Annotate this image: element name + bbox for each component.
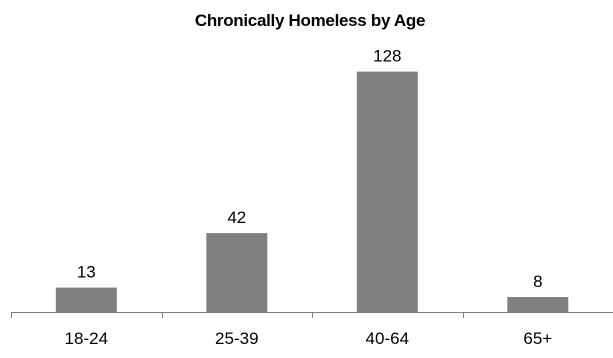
data-label-25-39: 42	[227, 208, 246, 227]
data-label-65+: 8	[533, 272, 542, 291]
x-tick-label-18-24: 18-24	[65, 329, 108, 348]
x-tick-label-25-39: 25-39	[215, 329, 258, 348]
bar-25-39	[206, 233, 268, 312]
bar-18-24	[55, 287, 117, 312]
data-label-40-64: 128	[373, 47, 401, 66]
x-tick-label-40-64: 40-64	[366, 329, 409, 348]
bars-layer	[55, 71, 569, 312]
x-axis	[11, 312, 613, 318]
x-tick-labels: 18-24 25-39 40-64 65+	[65, 329, 553, 348]
chart-title: Chronically Homeless by Age	[195, 11, 425, 30]
bar-40-64	[356, 71, 418, 312]
data-labels-layer: 13 42 128 8	[77, 47, 543, 291]
x-tick-label-65+: 65+	[523, 329, 552, 348]
bar-65+	[507, 297, 569, 312]
data-label-18-24: 13	[77, 263, 96, 282]
